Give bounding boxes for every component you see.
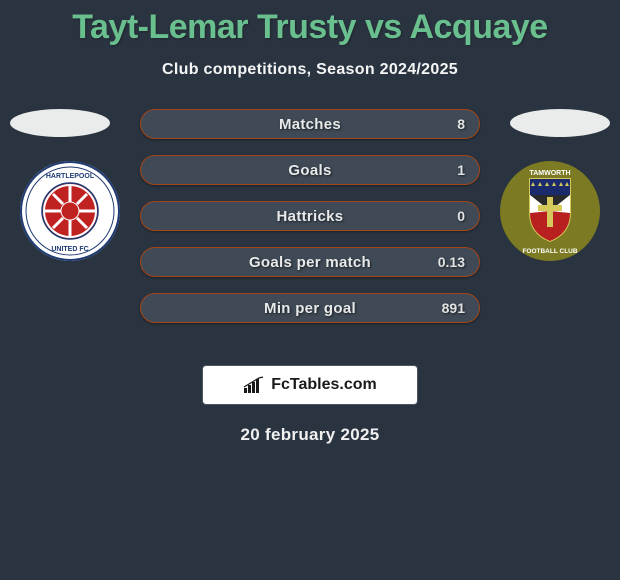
player-photo-left bbox=[10, 109, 110, 137]
hartlepool-crest-icon: HARTLEPOOL UNITED FC bbox=[20, 161, 120, 261]
stat-value: 0.13 bbox=[438, 254, 465, 270]
comparison-area: HARTLEPOOL UNITED FC bbox=[0, 109, 620, 349]
footer-date: 20 february 2025 bbox=[0, 425, 620, 445]
svg-text:UNITED FC: UNITED FC bbox=[51, 246, 88, 253]
svg-text:HARTLEPOOL: HARTLEPOOL bbox=[46, 173, 95, 180]
stat-label: Min per goal bbox=[264, 300, 356, 317]
page-title: Tayt-Lemar Trusty vs Acquaye bbox=[0, 0, 620, 47]
stat-row-hattricks: Hattricks 0 bbox=[140, 201, 480, 231]
stat-row-min-per-goal: Min per goal 891 bbox=[140, 293, 480, 323]
stat-label: Goals per match bbox=[249, 254, 371, 271]
stat-row-goals-per-match: Goals per match 0.13 bbox=[140, 247, 480, 277]
stat-label: Goals bbox=[288, 162, 331, 179]
tamworth-crest-icon: TAMWORTH FOOTBALL CLUB bbox=[500, 161, 600, 261]
watermark-badge: FcTables.com bbox=[202, 365, 418, 405]
club-crest-left: HARTLEPOOL UNITED FC bbox=[20, 161, 120, 261]
club-crest-right: TAMWORTH FOOTBALL CLUB bbox=[500, 161, 600, 261]
stat-value: 8 bbox=[457, 116, 465, 132]
stat-value: 0 bbox=[457, 208, 465, 224]
player-photo-right bbox=[510, 109, 610, 137]
stat-value: 891 bbox=[442, 300, 465, 316]
stat-label: Matches bbox=[279, 116, 341, 133]
stat-label: Hattricks bbox=[277, 208, 344, 225]
svg-text:FOOTBALL CLUB: FOOTBALL CLUB bbox=[522, 248, 577, 255]
stat-bars: Matches 8 Goals 1 Hattricks 0 Goals per … bbox=[140, 109, 480, 339]
svg-text:TAMWORTH: TAMWORTH bbox=[529, 170, 570, 177]
stat-value: 1 bbox=[457, 162, 465, 178]
stat-row-matches: Matches 8 bbox=[140, 109, 480, 139]
watermark-text: FcTables.com bbox=[271, 376, 377, 394]
page-subtitle: Club competitions, Season 2024/2025 bbox=[0, 61, 620, 79]
bar-chart-icon bbox=[243, 376, 265, 394]
stat-row-goals: Goals 1 bbox=[140, 155, 480, 185]
